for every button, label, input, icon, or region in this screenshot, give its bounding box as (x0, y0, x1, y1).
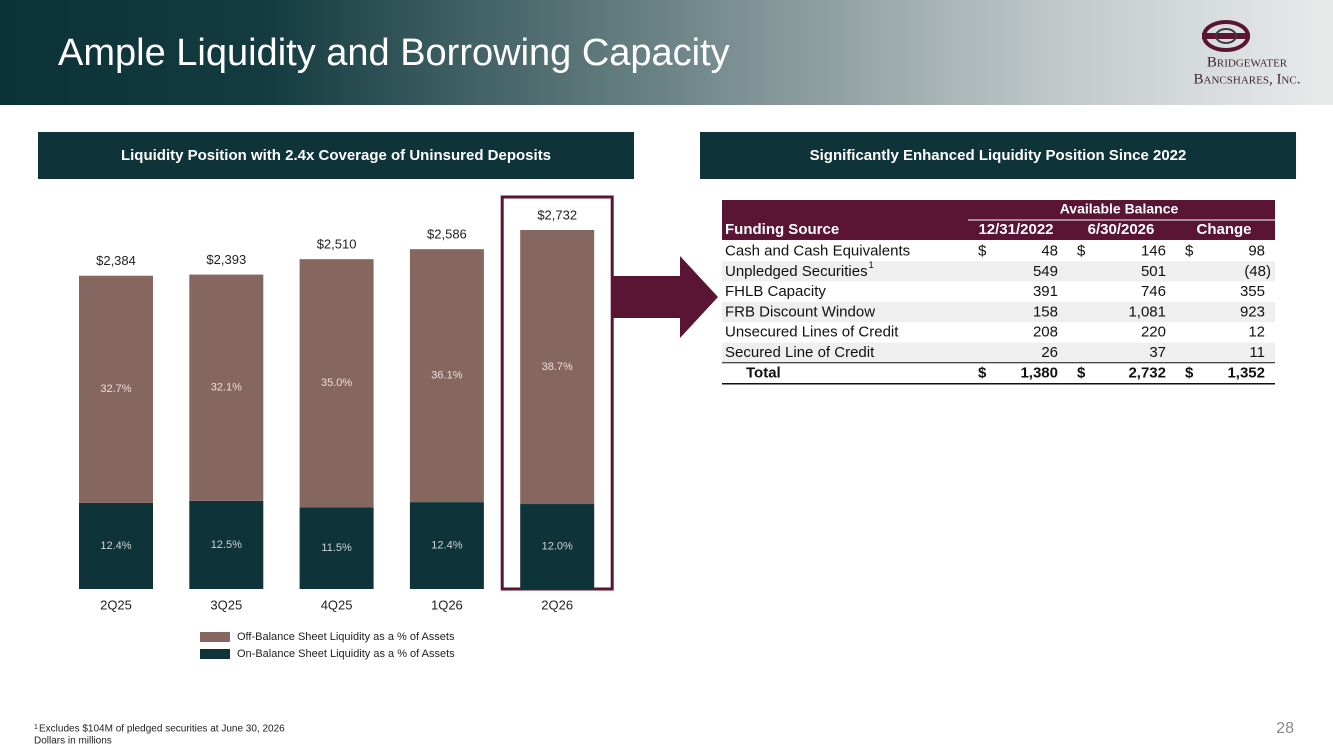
x-tick-label: 4Q25 (321, 597, 353, 612)
segment-label: 38.7% (542, 361, 573, 373)
cell-value: 37 (1149, 344, 1166, 361)
legend-label: Off-Balance Sheet Liquidity as a % of As… (237, 631, 455, 643)
panel-header (38, 132, 634, 179)
currency-symbol: $ (978, 364, 987, 381)
footnote-ref: 1 (869, 260, 874, 270)
cell-value: 158 (1033, 303, 1058, 320)
segment-label: 12.4% (100, 540, 131, 552)
footer-note: Dollars in millions (34, 736, 112, 747)
currency-symbol: $ (1077, 242, 1086, 259)
total-label: $2,384 (96, 253, 136, 268)
segment-label: 12.0% (542, 540, 573, 552)
row-label: Unsecured Lines of Credit (725, 324, 899, 341)
logo-line2: Bancshares, Inc. (1194, 71, 1301, 87)
row-label: Unpledged Securities (725, 263, 868, 280)
cell-value: 48 (1041, 242, 1058, 259)
x-tick-label: 1Q26 (431, 597, 463, 612)
segment-label: 11.5% (321, 542, 352, 554)
x-tick-label: 3Q25 (210, 597, 242, 612)
cell-value: 11 (1249, 344, 1265, 361)
bar-segment (299, 507, 374, 589)
footnote: Excludes $104M of pledged securities at … (39, 724, 285, 735)
cell-value: 146 (1141, 242, 1166, 259)
total-label: $2,393 (206, 252, 246, 267)
legend-label: On-Balance Sheet Liquidity as a % of Ass… (237, 648, 455, 660)
header-band (0, 0, 1333, 105)
bar-segment (299, 259, 374, 508)
panel-title: Significantly Enhanced Liquidity Positio… (810, 147, 1187, 164)
total-label: $2,586 (427, 227, 467, 242)
currency-symbol: $ (1185, 364, 1194, 381)
cell-value: 26 (1041, 344, 1058, 361)
bar-segment (189, 500, 264, 589)
logo: Bridgewater Bancshares, Inc. (1194, 20, 1301, 87)
panel-header (700, 132, 1296, 179)
cell-value: 501 (1141, 263, 1166, 280)
column-header: 6/30/2026 (1088, 221, 1155, 238)
column-header: Change (1196, 221, 1251, 238)
currency-symbol: $ (978, 242, 987, 259)
column-header: 12/31/2022 (978, 221, 1053, 238)
cell-value: 208 (1033, 324, 1058, 341)
cell-value: 746 (1141, 283, 1166, 300)
cell-value: 98 (1248, 242, 1265, 259)
row-band (722, 342, 1275, 363)
cell-value: 391 (1033, 283, 1058, 300)
x-tick-label: 2Q25 (100, 597, 132, 612)
bar-segment (520, 504, 595, 589)
bar-segment (189, 274, 264, 501)
cell-value: 12 (1248, 324, 1265, 341)
arrow (612, 256, 718, 338)
footnote-marker: 1 (34, 724, 38, 731)
row-label: FHLB Capacity (725, 283, 826, 300)
bar-segment (79, 275, 153, 503)
cell-value: 1,380 (1020, 364, 1058, 381)
segment-label: 12.4% (431, 539, 462, 551)
cell-value: (48) (1244, 263, 1271, 280)
cell-value: 1,081 (1128, 303, 1166, 320)
cell-value: 2,732 (1128, 364, 1166, 381)
column-header: Funding Source (725, 221, 839, 238)
segment-label: 36.1% (431, 370, 462, 382)
row-label: Total (746, 364, 781, 381)
legend-swatch (200, 649, 230, 659)
x-tick-label: 2Q26 (541, 597, 573, 612)
page-number: 28 (1276, 720, 1294, 737)
panel-title: Liquidity Position with 2.4x Coverage of… (121, 147, 551, 164)
cell-value: 355 (1240, 283, 1265, 300)
logo-line1: Bridgewater (1207, 54, 1288, 70)
bar-segment (79, 502, 153, 589)
segment-label: 35.0% (321, 377, 352, 389)
bar-segment (409, 249, 484, 503)
cell-value: 1,352 (1227, 364, 1265, 381)
cell-value: 549 (1033, 263, 1058, 280)
segment-label: 32.1% (211, 382, 242, 394)
bar-segment (409, 502, 484, 589)
row-band (722, 261, 1275, 282)
row-label: FRB Discount Window (725, 303, 875, 320)
row-label: Cash and Cash Equivalents (725, 242, 910, 259)
bar-segment (520, 230, 595, 505)
cell-value: 923 (1240, 303, 1265, 320)
row-label: Secured Line of Credit (725, 344, 875, 361)
slide-title: Ample Liquidity and Borrowing Capacity (58, 32, 730, 74)
cell-value: 220 (1141, 324, 1166, 341)
total-label: $2,732 (537, 207, 577, 222)
currency-symbol: $ (1185, 242, 1194, 259)
segment-label: 12.5% (211, 539, 242, 551)
row-band (722, 301, 1275, 323)
total-label: $2,510 (317, 237, 357, 252)
table-group-header: Available Balance (1060, 201, 1179, 217)
currency-symbol: $ (1077, 364, 1086, 381)
segment-label: 32.7% (100, 383, 131, 395)
legend-swatch (200, 632, 230, 642)
